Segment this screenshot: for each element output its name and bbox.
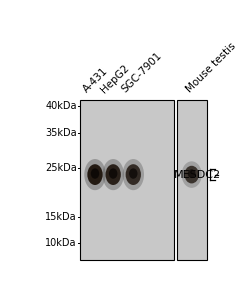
Text: 35kDa: 35kDa bbox=[45, 128, 77, 138]
Text: 10kDa: 10kDa bbox=[45, 238, 77, 248]
Ellipse shape bbox=[103, 159, 124, 190]
Text: SGC-7901: SGC-7901 bbox=[120, 51, 164, 95]
Ellipse shape bbox=[123, 159, 144, 190]
Ellipse shape bbox=[188, 169, 196, 178]
Ellipse shape bbox=[109, 168, 117, 179]
Ellipse shape bbox=[105, 164, 121, 185]
Ellipse shape bbox=[84, 159, 106, 190]
Text: MESDC2: MESDC2 bbox=[174, 169, 221, 180]
Ellipse shape bbox=[126, 164, 141, 185]
Ellipse shape bbox=[182, 161, 202, 188]
Ellipse shape bbox=[87, 164, 103, 185]
Bar bbox=[80, 100, 174, 260]
Ellipse shape bbox=[91, 168, 99, 179]
Text: A-431: A-431 bbox=[81, 66, 110, 95]
Text: 15kDa: 15kDa bbox=[45, 212, 77, 222]
Ellipse shape bbox=[129, 168, 138, 179]
Text: Mouse testis: Mouse testis bbox=[185, 41, 238, 95]
Text: HepG2: HepG2 bbox=[99, 63, 132, 95]
Text: 40kDa: 40kDa bbox=[45, 101, 77, 112]
Text: 25kDa: 25kDa bbox=[45, 163, 77, 173]
Ellipse shape bbox=[185, 166, 199, 183]
Bar bbox=[177, 100, 207, 260]
